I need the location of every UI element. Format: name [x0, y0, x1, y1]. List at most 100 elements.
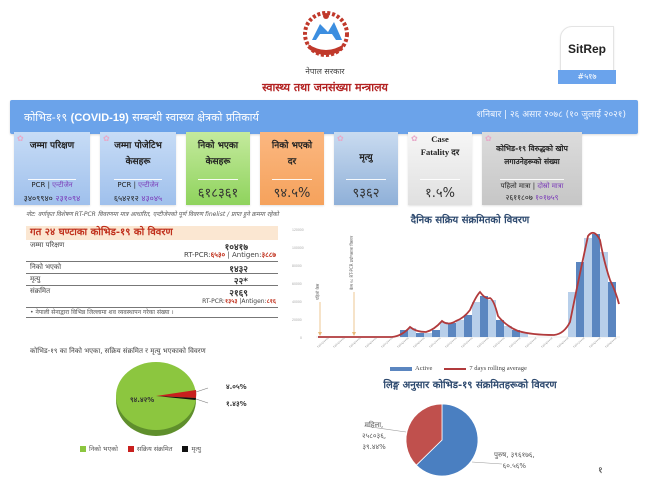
svg-text:१३/०६/२०२०: १३/०६/२०२०	[396, 336, 410, 349]
separator: |	[47, 181, 50, 189]
flower-icon: ✿	[485, 134, 492, 143]
row-value: १४३२	[229, 265, 248, 275]
detail-rtpcr: ६५३०	[210, 251, 226, 259]
svg-text:१३/०२/२०२०: १३/०२/२०२०	[332, 336, 346, 349]
svg-text:१३/०७/२०२१: १३/०७/२०२१	[604, 336, 618, 349]
svg-text:१३/१२/२०२०: १३/१२/२०२०	[492, 336, 506, 349]
separator: |	[133, 181, 136, 189]
flower-icon: ✿	[411, 134, 418, 143]
legend-label: Active	[415, 365, 433, 372]
row-detail: RT-PCR:६५३० | Antigen:३८८७	[184, 251, 276, 260]
active-bars	[400, 234, 616, 337]
card-title: निको भएका केसहरू	[197, 141, 239, 167]
row-label: जम्मा परिक्षण	[30, 241, 65, 249]
svg-text:20000: 20000	[292, 318, 302, 322]
row-label: संक्रमित	[30, 287, 51, 295]
legend-label: निको भएको	[89, 445, 118, 453]
svg-text:80000: 80000	[292, 264, 302, 268]
card-sub-labels: PCR | एन्टीजेन	[14, 181, 90, 190]
row-detail: RT-PCR:१३५३ |Antigen:८१६	[202, 297, 276, 305]
card-recovery-rate: निको भएको दर ९४.५%	[260, 132, 324, 205]
slice-active	[156, 390, 197, 398]
card-title: जम्मा पोजेटिभ केसहरू	[114, 141, 162, 167]
row-value: २१६९	[229, 289, 248, 299]
banner-title-covid: (COVID-19)	[70, 112, 129, 124]
divider	[197, 179, 239, 180]
active-chart-title: दैनिक सक्रिय संक्रमितको विवरण	[410, 215, 530, 226]
separator: |	[532, 182, 536, 190]
label-first-dose: पहिलो मात्रा	[500, 182, 531, 190]
legend-item-recovered: निको भएको	[80, 444, 118, 453]
government-name: नेपाल सरकार	[305, 67, 345, 76]
gender-label-male: पुरुष, ३९६१७६, ६०.५६%	[494, 450, 535, 472]
svg-text:१३/०४/२०२०: १३/०४/२०२०	[364, 336, 378, 349]
row-label: निको भएको	[30, 263, 62, 271]
table-row: जम्मा परिक्षण १०४१७ RT-PCR:६५३० | Antige…	[26, 240, 278, 262]
svg-text:60000: 60000	[292, 282, 302, 286]
card-case-fatality: ✿ Case Fatality दर १.५%	[408, 132, 472, 205]
card-title: Case Fatality दर	[420, 134, 460, 157]
card-deaths: ✿ मृत्यु ९३६२	[334, 132, 398, 205]
slice-male	[415, 403, 479, 477]
sitrep-number: #५१७	[558, 70, 616, 84]
label-antigen: एन्टीजेन	[138, 181, 159, 189]
legend-label: मृत्यु	[191, 445, 201, 453]
divider	[27, 179, 77, 180]
x-axis-ticks: १३/०१/२०२० १३/०२/२०२० १३/०३/२०२० १३/०४/२…	[316, 336, 618, 349]
pie-label-active: ४.०५%	[226, 383, 247, 391]
stat-cards: ✿ जम्मा परिक्षण PCR | एन्टीजेन ३४०९९४० २…	[14, 132, 638, 205]
table-row: निको भएको १४३२	[26, 262, 278, 275]
legend-item-active: सक्रिय संक्रमित	[127, 444, 173, 453]
divider	[419, 179, 461, 180]
card-sub-values: ६५४२१२ ४३०४५	[100, 193, 176, 204]
male-pct: ६०.५६%	[502, 462, 527, 470]
title-banner: कोभिड-१९ (COVID-19) सम्बन्धी स्वास्थ्य क…	[10, 100, 638, 134]
legend-item-deaths: मृत्यु	[182, 444, 201, 453]
slice-deaths	[156, 396, 196, 400]
sitrep-label: SitRep	[560, 26, 614, 72]
annotation-lab-expansion: केस १८ RT-PCR प्रयोगशाला विस्तार	[349, 235, 354, 290]
value-pcr: ३४०९९४०	[23, 194, 53, 203]
card-sub-values: २६११८०७ १०१७५९	[482, 193, 582, 203]
detail-antigen: ३८८७	[261, 251, 276, 259]
gender-pie-chart	[405, 403, 479, 477]
detail-prefix: RT-PCR:	[202, 298, 225, 305]
card-sub-labels: पहिलो मात्रा | दोस्रो मात्रा	[482, 182, 582, 191]
male-label: पुरुष, ३९६१७६,	[494, 451, 535, 459]
card-sub-labels: PCR | एन्टीजेन	[100, 181, 176, 190]
svg-text:१३/०१/२०२१: १३/०१/२०२१	[508, 336, 522, 349]
report-header: नेपाल सरकार स्वास्थ्य तथा जनसंख्या मन्त्…	[0, 0, 650, 97]
svg-text:१३/११/२०२०: १३/११/२०२०	[476, 336, 490, 349]
outcome-pie-chart	[116, 362, 209, 436]
svg-text:100000: 100000	[292, 246, 304, 250]
card-recovered: निको भएका केसहरू ६१८३६१	[186, 132, 250, 205]
note-text: नोट: वर्गाकृत विशेषण RT-PCR विवरणमा मात्…	[26, 211, 279, 218]
table-row: मृत्यु २२*	[26, 274, 278, 287]
svg-text:१३/०३/२०२१: १३/०३/२०२१	[540, 336, 554, 349]
card-total-tests: ✿ जम्मा परिक्षण PCR | एन्टीजेन ३४०९९४० २…	[14, 132, 90, 205]
banner-title-prefix: कोभिड-१९	[24, 111, 71, 124]
row-label: मृत्यु	[30, 275, 41, 283]
banner-title-suffix: सम्बन्धी स्वास्थ्य क्षेत्रको प्रतिकार्य	[128, 111, 259, 124]
label-antigen: एन्टीजेन	[52, 181, 73, 189]
card-title: कोभिड-१९ विरुद्धको खोप लगाउनेहरूको संख्य…	[496, 144, 568, 166]
flower-icon: ✿	[337, 134, 344, 143]
page-number: १	[598, 466, 603, 476]
card-title: मृत्यु	[359, 153, 373, 163]
last-24h-table: गत २४ घण्टाका कोभिड-१९ को विवरण जम्मा पर…	[26, 226, 278, 318]
outcome-pie-title: कोभिड-१९ का निको भएका, सक्रिय संक्रमित र…	[30, 347, 206, 355]
value-antigen: २३१०९४	[55, 194, 81, 203]
flower-icon: ✿	[103, 134, 110, 143]
ministry-name: स्वास्थ्य तथा जनसंख्या मन्त्रालय	[262, 81, 388, 94]
card-value: ६१८३६१	[197, 186, 239, 201]
table-footnote: • नेपाली सेनाद्वारा विभिन्न जिल्लामा शव …	[26, 308, 278, 318]
outcome-pie-legend: निको भएको सक्रिय संक्रमित मृत्यु	[80, 444, 201, 453]
last-24h-heading: गत २४ घण्टाका कोभिड-१९ को विवरण	[26, 226, 278, 240]
legend-item-active: Active	[390, 365, 432, 372]
legend-label: सक्रिय संक्रमित	[136, 445, 173, 453]
card-value: ९४.५%	[273, 186, 311, 201]
card-total-positive: ✿ जम्मा पोजेटिभ केसहरू PCR | एन्टीजेन ६५…	[100, 132, 176, 205]
sitrep-badge: SitRep #५१७	[558, 26, 616, 84]
gender-label-female: महिला, २५८०३६, ३९.४४%	[362, 420, 386, 453]
svg-text:१३/०५/२०२०: १३/०५/२०२०	[380, 336, 394, 349]
